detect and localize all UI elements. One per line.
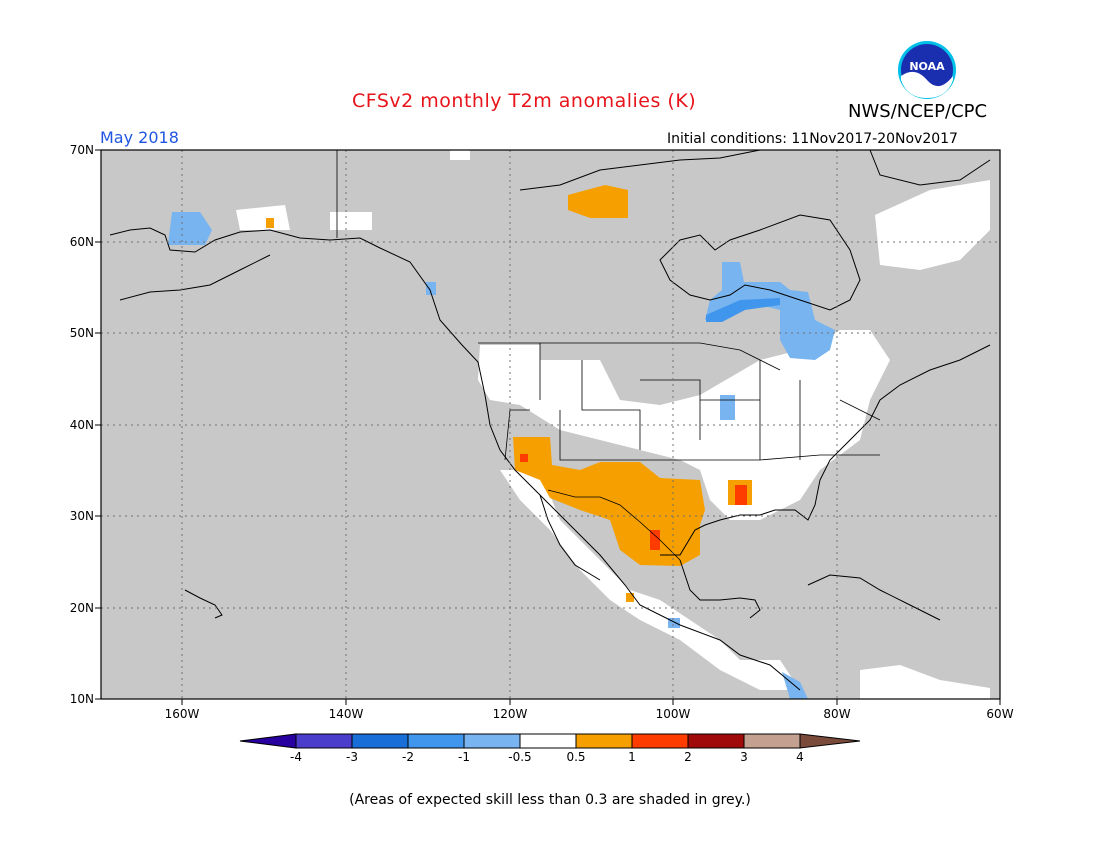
- skill-footnote: (Areas of expected skill less than 0.3 a…: [349, 792, 751, 808]
- lat-label: 30N: [69, 509, 94, 523]
- lat-label: 40N: [69, 418, 94, 432]
- noaa-logo-text: NOAA: [909, 60, 945, 73]
- colorbar-label: -2: [402, 750, 414, 764]
- colorbar-label: 2: [684, 750, 692, 764]
- lat-label: 10N: [69, 692, 94, 706]
- lon-label: 100W: [655, 707, 691, 721]
- lon-label: 80W: [823, 707, 851, 721]
- lat-label: 60N: [69, 235, 94, 249]
- initial-conditions: Initial conditions: 11Nov2017-20Nov2017: [667, 131, 958, 147]
- noaa-logo: NOAA: [898, 41, 956, 99]
- colorbar-bin: [575, 733, 633, 749]
- lon-label: 140W: [328, 707, 364, 721]
- colorbar-max-arrow: [799, 733, 861, 749]
- hot-anomaly-regions: [520, 454, 747, 550]
- colorbar-bin: [295, 733, 353, 749]
- lon-label: 120W: [492, 707, 528, 721]
- colorbar-label: 1: [628, 750, 636, 764]
- colorbar-label: 0.5: [566, 750, 586, 764]
- colorbar-min-arrow: [239, 733, 297, 749]
- colorbar-label: -4: [290, 750, 302, 764]
- lon-label: 60W: [986, 707, 1014, 721]
- lon-label: 160W: [164, 707, 200, 721]
- lat-label: 70N: [69, 143, 94, 157]
- colorbar-bin: [687, 733, 745, 749]
- colorbar-bin: [743, 733, 801, 749]
- agency-label: NWS/NCEP/CPC: [848, 101, 988, 122]
- colorbar-bin: [463, 733, 521, 749]
- colorbar-label: -0.5: [508, 750, 532, 764]
- colorbar-bin: [407, 733, 465, 749]
- axis-ticks: [95, 149, 1001, 705]
- lat-label: 20N: [69, 601, 94, 615]
- forecast-month: May 2018: [100, 128, 179, 147]
- colorbar-bin: [351, 733, 409, 749]
- colorbar-bin: [631, 733, 689, 749]
- colorbar-label: 4: [796, 750, 804, 764]
- graticule: [101, 150, 1000, 699]
- chart-title: CFSv2 monthly T2m anomalies (K): [352, 90, 697, 112]
- coastlines: [109, 149, 991, 691]
- colorbar: [239, 733, 861, 749]
- colorbar-label: -1: [458, 750, 470, 764]
- colorbar-bin: [519, 733, 577, 749]
- lat-label: 50N: [69, 326, 94, 340]
- colorbar-label: -3: [346, 750, 358, 764]
- cool-anomaly-core: [706, 298, 780, 322]
- colorbar-label: 3: [740, 750, 748, 764]
